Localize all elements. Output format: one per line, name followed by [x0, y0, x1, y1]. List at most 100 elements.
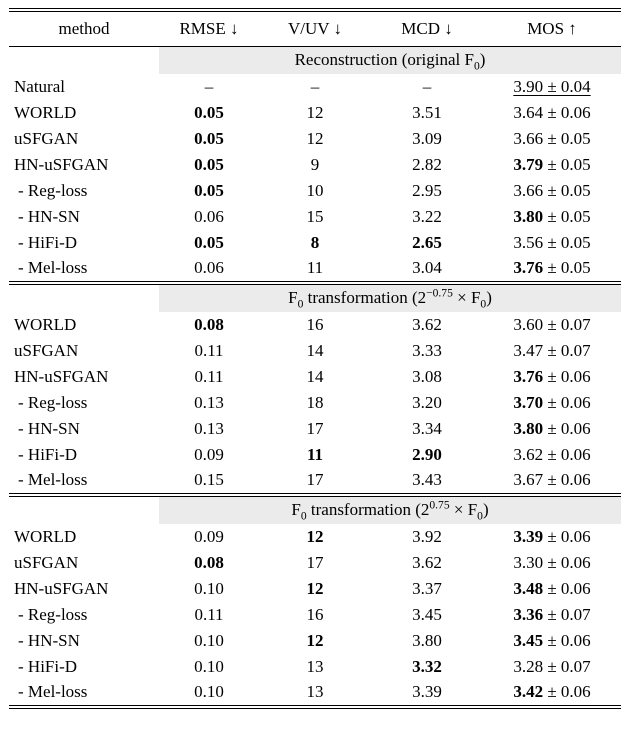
mcd-cell: 2.95	[412, 180, 442, 200]
double-rule	[9, 493, 621, 497]
rmse-cell: 0.05	[194, 154, 224, 174]
mos-mean: 3.66	[513, 128, 544, 148]
mos-cell: 3.79 ± 0.05	[483, 152, 621, 178]
section-header-blank-cell	[9, 284, 159, 312]
mos-value: 3.36 ± 0.07	[513, 604, 591, 624]
rmse-cell: 0.06	[194, 258, 224, 278]
vuv-cell: 17	[306, 418, 324, 438]
mos-value: 3.80 ± 0.06	[513, 418, 591, 438]
vuv-cell: 11	[306, 444, 324, 464]
mcd-cell: 3.45	[412, 604, 442, 624]
mos-cell: 3.80 ± 0.05	[483, 204, 621, 230]
vuv-cell: 12	[306, 630, 324, 650]
table-row: - Reg-loss 0.13 18 3.20 3.70 ± 0.06	[9, 390, 621, 416]
method-cell: - Reg-loss	[18, 180, 88, 200]
mcd-cell: 3.51	[412, 102, 442, 122]
table-row: - HN-SN 0.06 15 3.22 3.80 ± 0.05	[9, 204, 621, 230]
mos-mean: 3.60	[513, 314, 544, 334]
method-cell: - Reg-loss	[18, 604, 88, 624]
mos-value: 3.42 ± 0.06	[513, 682, 591, 702]
mos-cell: 3.80 ± 0.06	[483, 416, 621, 442]
method-cell: - Mel-loss	[18, 258, 88, 278]
mos-value: 3.28 ± 0.07	[513, 656, 591, 676]
mos-value: 3.62 ± 0.06	[513, 444, 591, 464]
mos-value: 3.80 ± 0.05	[513, 206, 591, 226]
mos-cell: 3.28 ± 0.07	[483, 654, 621, 680]
rmse-cell: 0.10	[194, 682, 224, 702]
table-body: Reconstruction (original F0) Natural – – – 3.…	[9, 46, 621, 709]
vuv-cell: 14	[306, 366, 324, 386]
results-table: method RMSE ↓ V/UV ↓ MCD ↓ MOS ↑ Reconst…	[9, 8, 621, 709]
table-row: uSFGAN 0.11 14 3.33 3.47 ± 0.07	[9, 338, 621, 364]
table-row: WORLD 0.09 12 3.92 3.39 ± 0.06	[9, 524, 621, 550]
mos-mean: 3.56	[513, 232, 544, 252]
double-rule	[9, 8, 621, 12]
mcd-cell: 3.43	[412, 470, 442, 490]
method-cell: uSFGAN	[14, 340, 79, 360]
mcd-cell: 3.09	[412, 128, 442, 148]
mcd-cell: 3.33	[412, 340, 442, 360]
mos-value: 3.56 ± 0.05	[513, 232, 591, 252]
rmse-cell: 0.08	[194, 314, 224, 334]
table-row: - HiFi-D 0.09 11 2.90 3.62 ± 0.06	[9, 442, 621, 468]
mos-mean: 3.30	[513, 552, 544, 572]
rmse-cell: 0.13	[194, 392, 224, 412]
method-cell: - HiFi-D	[18, 232, 78, 252]
vuv-cell: 11	[306, 258, 324, 278]
rmse-cell: 0.13	[194, 418, 224, 438]
section-title: F0 transformation (20.75 × F0)	[159, 496, 621, 524]
section-header-blank-cell	[9, 46, 159, 74]
table-row: uSFGAN 0.05 12 3.09 3.66 ± 0.05	[9, 126, 621, 152]
mcd-cell: 2.82	[412, 154, 442, 174]
rmse-cell: –	[204, 76, 214, 96]
mos-cell: 3.39 ± 0.06	[483, 524, 621, 550]
rmse-cell: 0.10	[194, 656, 224, 676]
mcd-cell: 2.65	[412, 232, 442, 252]
vuv-cell: 12	[306, 578, 324, 598]
mos-mean: 3.47	[513, 340, 544, 360]
mos-mean: 3.62	[513, 444, 544, 464]
column-header-row: method RMSE ↓ V/UV ↓ MCD ↓ MOS ↑	[9, 11, 621, 47]
vuv-cell: 12	[306, 526, 324, 546]
mos-mean: 3.76	[513, 366, 544, 386]
rmse-cell: 0.06	[194, 206, 224, 226]
mcd-cell: 3.08	[412, 366, 442, 386]
vuv-cell: 15	[306, 206, 324, 226]
method-cell: WORLD	[14, 526, 77, 546]
vuv-cell: 13	[306, 682, 324, 702]
mos-value: 3.79 ± 0.05	[513, 154, 591, 174]
section-title: Reconstruction (original F0)	[159, 46, 621, 74]
bottom-double-rule	[9, 705, 621, 709]
double-rule	[9, 281, 621, 285]
vuv-cell: 14	[306, 340, 324, 360]
mcd-cell: 3.34	[412, 418, 442, 438]
mos-cell: 3.48 ± 0.06	[483, 576, 621, 602]
mos-value: 3.66 ± 0.05	[513, 128, 591, 148]
method-cell: - Reg-loss	[18, 392, 88, 412]
mcd-cell: 3.92	[412, 526, 442, 546]
table-row: - Reg-loss 0.05 10 2.95 3.66 ± 0.05	[9, 178, 621, 204]
mos-value: 3.66 ± 0.05	[513, 180, 591, 200]
mos-cell: 3.67 ± 0.06	[483, 468, 621, 494]
method-cell: HN-uSFGAN	[14, 578, 109, 598]
table-head: method RMSE ↓ V/UV ↓ MCD ↓ MOS ↑	[9, 8, 621, 47]
mcd-cell: 3.20	[412, 392, 442, 412]
section-separator-rule	[9, 281, 621, 285]
vuv-cell: 12	[306, 128, 324, 148]
mcd-cell: 3.80	[412, 630, 442, 650]
mos-mean: 3.48	[513, 578, 544, 598]
mcd-cell: 3.62	[412, 314, 442, 334]
double-rule	[9, 705, 621, 709]
col-header-method: method	[9, 11, 159, 47]
rmse-cell: 0.09	[194, 526, 224, 546]
mos-value: 3.47 ± 0.07	[513, 340, 591, 360]
table-row: - Reg-loss 0.11 16 3.45 3.36 ± 0.07	[9, 602, 621, 628]
mos-value: 3.70 ± 0.06	[513, 392, 591, 412]
mos-mean: 3.80	[513, 206, 544, 226]
mos-cell: 3.30 ± 0.06	[483, 550, 621, 576]
method-cell: WORLD	[14, 102, 77, 122]
mos-mean: 3.36	[513, 604, 544, 624]
method-cell: - HN-SN	[18, 418, 80, 438]
mcd-cell: 3.37	[412, 578, 442, 598]
table-row: - HiFi-D 0.05 8 2.65 3.56 ± 0.05	[9, 230, 621, 256]
